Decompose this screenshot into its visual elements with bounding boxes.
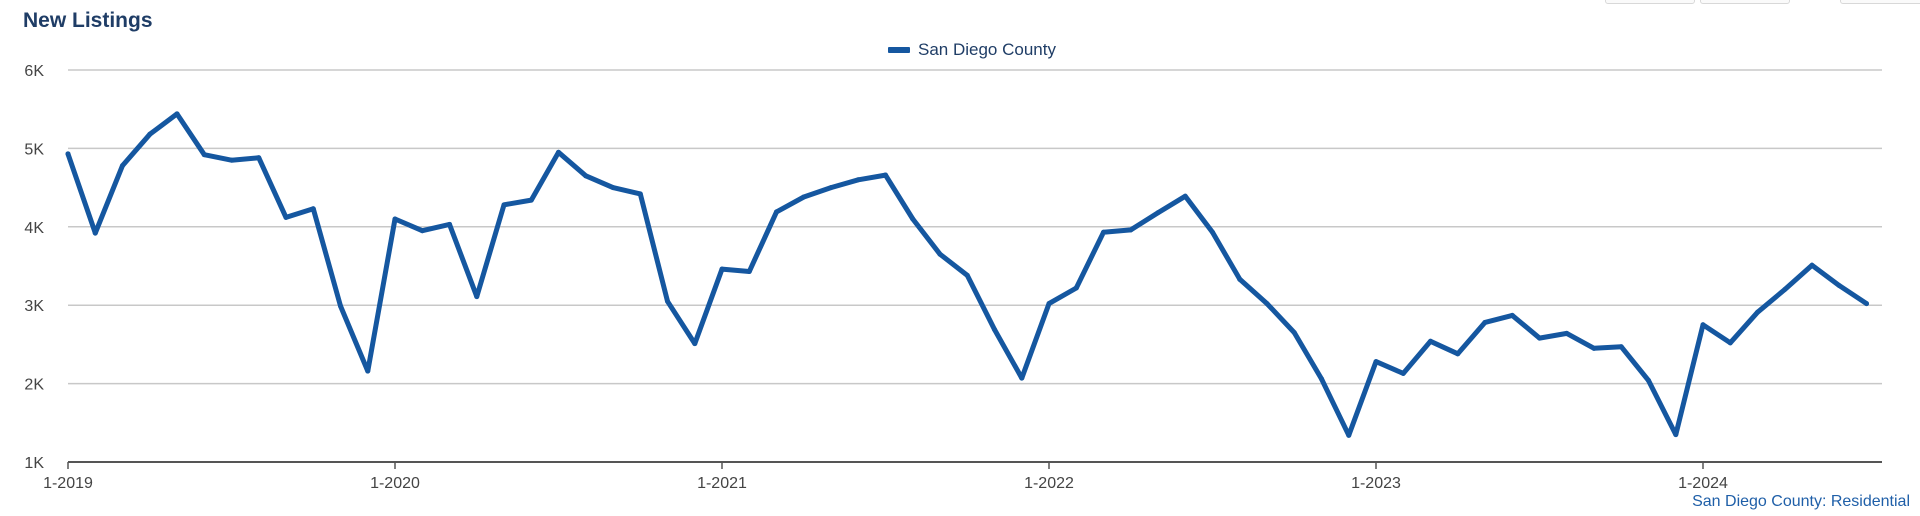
data-point[interactable] [419,228,425,234]
series-group [65,111,1869,438]
data-point[interactable] [256,155,262,161]
data-point[interactable] [1237,276,1243,282]
x-tick-label: 1-2022 [1024,475,1074,492]
data-point[interactable] [1128,227,1134,233]
data-point[interactable] [1073,285,1079,291]
data-point[interactable] [1591,345,1597,351]
data-point[interactable] [1809,262,1815,268]
chart-title: New Listings [23,9,153,32]
data-point[interactable] [1155,210,1161,216]
data-point[interactable] [1482,319,1488,325]
data-point[interactable] [1319,376,1324,382]
data-point[interactable] [1019,375,1025,381]
data-point[interactable] [1400,370,1406,376]
data-point[interactable] [1646,377,1651,383]
data-point[interactable] [1291,330,1297,336]
data-point[interactable] [1373,359,1379,365]
data-point[interactable] [637,191,643,197]
y-tick-label: 4K [24,220,44,237]
x-tick-label: 1-2021 [697,475,747,492]
data-point[interactable] [201,152,207,158]
data-point[interactable] [1618,344,1624,350]
x-tick-label: 1-2023 [1351,475,1401,492]
data-point[interactable] [1101,229,1106,235]
data-point[interactable] [1537,335,1542,341]
data-point[interactable] [447,221,452,227]
data-point[interactable] [610,185,616,191]
data-point[interactable] [1210,229,1215,235]
x-tick-label: 1-2024 [1678,475,1728,492]
data-point[interactable] [92,230,98,236]
data-point[interactable] [1182,193,1188,199]
data-point[interactable] [1264,301,1270,307]
data-point[interactable] [937,251,943,257]
data-point[interactable] [365,368,371,374]
data-point[interactable] [556,149,561,155]
y-tick-label: 2K [24,377,44,394]
data-point[interactable] [120,163,125,169]
y-tick-label: 6K [24,63,44,80]
data-point[interactable] [583,173,589,179]
x-tick-label: 1-2019 [43,475,93,492]
y-tick-label: 3K [24,298,44,315]
data-point[interactable] [1346,432,1352,438]
data-point[interactable] [1455,351,1461,357]
data-point[interactable] [1564,330,1570,336]
data-point[interactable] [719,266,725,272]
chart-legend[interactable]: San Diego County [888,40,1056,60]
data-point[interactable] [229,157,234,163]
data-point[interactable] [174,111,180,117]
data-point[interactable] [746,268,752,274]
data-point[interactable] [801,194,807,200]
data-point[interactable] [692,341,698,347]
data-point[interactable] [474,294,480,300]
data-point[interactable] [1700,322,1706,328]
toolbar-tab-2[interactable] [1700,0,1790,4]
data-point[interactable] [501,202,507,208]
toolbar-tab-3[interactable] [1840,0,1920,4]
data-point[interactable] [883,172,888,178]
data-point[interactable] [665,298,670,304]
y-tick-label: 1K [24,455,44,472]
toolbar-tab-1[interactable] [1605,0,1695,4]
x-tick-label: 1-2020 [370,475,420,492]
data-point[interactable] [1046,301,1052,307]
x-axis: 1-2019 1-2020 1-2021 1-2022 1-2023 1-2024 [43,461,1882,492]
legend-swatch [888,47,910,53]
data-point[interactable] [1673,432,1679,438]
grid-lines [68,69,1882,385]
data-point[interactable] [774,209,779,215]
data-point[interactable] [1428,338,1433,344]
data-point[interactable] [1755,309,1760,315]
data-point[interactable] [1782,287,1788,293]
data-point[interactable] [338,303,343,309]
data-point[interactable] [65,151,71,157]
data-point[interactable] [310,206,316,212]
y-axis-ticks: 6K 5K 4K 3K 2K 1K [24,63,44,472]
data-point[interactable] [147,131,153,137]
data-point[interactable] [992,327,997,333]
y-tick-label: 5K [24,141,44,158]
data-point[interactable] [828,185,834,191]
data-point[interactable] [392,216,398,222]
data-point[interactable] [283,214,289,220]
data-point[interactable] [855,177,861,183]
data-point[interactable] [910,216,916,222]
data-point[interactable] [528,197,534,203]
source-label[interactable]: San Diego County: Residential [1692,493,1910,510]
data-point[interactable] [1836,283,1842,289]
data-point[interactable] [1509,312,1515,318]
data-point[interactable] [964,272,970,278]
data-point[interactable] [1864,301,1869,307]
data-point[interactable] [1727,340,1733,346]
legend-label: San Diego County [918,40,1056,59]
